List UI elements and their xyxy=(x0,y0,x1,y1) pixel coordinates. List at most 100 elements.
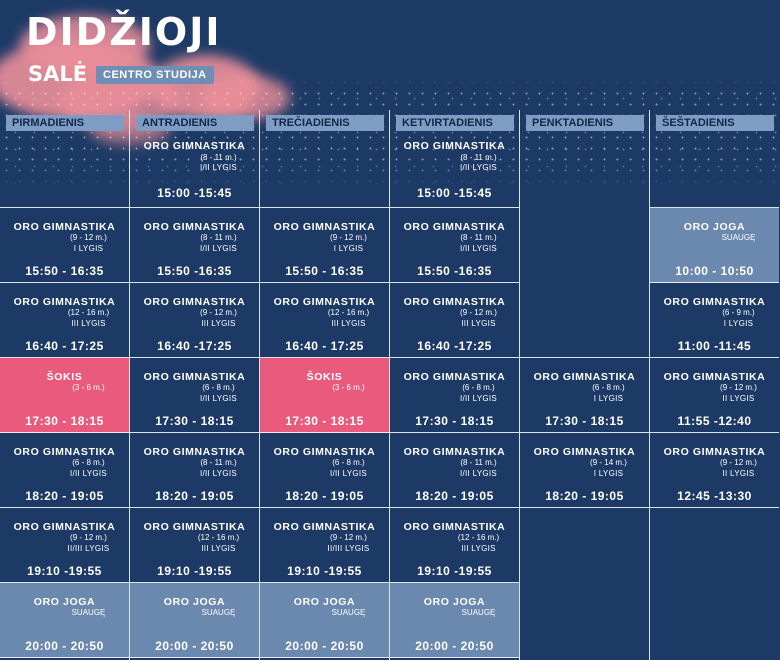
class-name: ORO GIMNASTIKA xyxy=(13,446,116,458)
class-name: ORO GIMNASTIKA xyxy=(273,446,376,458)
class-time: 16:40 -17:25 xyxy=(157,339,232,353)
class-level: I/II LYGIS xyxy=(199,469,238,478)
class-name: ORO GIMNASTIKA xyxy=(403,296,506,308)
class-age: (6 - 9 m.) xyxy=(722,308,755,317)
class-age: SUAUGĘ xyxy=(461,608,496,617)
empty-slot xyxy=(520,208,649,283)
class-slot: ORO GIMNASTIKA (8 - 11 m.) I/II LYGIS 15:00… xyxy=(390,110,519,208)
class-slot: ORO GIMNASTIKA (9 - 12 m.) II/III LYGIS 19:… xyxy=(0,508,129,583)
class-slot: ORO GIMNASTIKA (9 - 12 m.) III LYGIS 16:40 … xyxy=(130,283,259,358)
class-time: 19:10 -19:55 xyxy=(287,564,362,578)
class-name: ORO GIMNASTIKA xyxy=(663,371,766,383)
class-time: 20:00 - 20:50 xyxy=(415,639,494,653)
class-name: ORO GIMNASTIKA xyxy=(533,371,636,383)
class-slot: ORO JOGA SUAUGĘ 20:00 - 20:50 xyxy=(260,583,389,658)
empty-slot xyxy=(650,508,779,583)
class-age: (9 - 14 m.) xyxy=(590,458,627,467)
class-slot: ORO GIMNASTIKA (12 - 16 m.) III LYGIS 19:10… xyxy=(130,508,259,583)
class-level: II LYGIS xyxy=(722,469,755,478)
class-name: ORO GIMNASTIKA xyxy=(663,296,766,308)
class-level: I LYGIS xyxy=(593,469,624,478)
class-age: (8 - 11 m.) xyxy=(460,458,497,467)
class-slot: ORO GIMNASTIKA (12 - 16 m.) III LYGIS 16:40… xyxy=(0,283,129,358)
studio-badge: CENTRO STUDIJA xyxy=(96,66,214,84)
class-level: III LYGIS xyxy=(71,319,106,328)
empty-slot xyxy=(520,283,649,358)
class-time: 15:50 -16:35 xyxy=(157,264,232,278)
class-level: I/II LYGIS xyxy=(459,163,498,172)
class-slot: ORO GIMNASTIKA (6 - 8 m.) I/II LYGIS 17:30 … xyxy=(390,358,519,433)
class-slot: ORO GIMNASTIKA (6 - 8 m.) I/II LYGIS 18:20 … xyxy=(0,433,129,508)
day-header: KETVIRTADIENIS xyxy=(396,115,514,131)
class-time: 19:10 -19:55 xyxy=(417,564,492,578)
empty-slot xyxy=(520,583,649,658)
class-slot: ORO GIMNASTIKA (12 - 16 m.) III LYGIS 19:10… xyxy=(390,508,519,583)
class-time: 20:00 - 20:50 xyxy=(25,639,104,653)
class-level: I/II LYGIS xyxy=(459,244,498,253)
class-level: I/II LYGIS xyxy=(459,469,498,478)
class-time: 15:50 - 16:35 xyxy=(25,264,104,278)
class-time: 18:20 - 19:05 xyxy=(285,489,364,503)
class-age: SUAUGĘ xyxy=(331,608,366,617)
class-time: 19:10 -19:55 xyxy=(157,564,232,578)
class-slot: ORO JOGA SUAUGĘ 20:00 - 20:50 xyxy=(0,583,129,658)
class-name: ORO GIMNASTIKA xyxy=(143,446,246,458)
class-name: ORO GIMNASTIKA xyxy=(273,221,376,233)
class-slot: ORO GIMNASTIKA (6 - 9 m.) I LYGIS 11:00 -11… xyxy=(650,283,779,358)
class-time: 15:00 -15:45 xyxy=(157,186,232,200)
class-slot: ŠOKIS (3 - 6 m.) 17:30 - 18:15 xyxy=(0,358,129,433)
class-level: I LYGIS xyxy=(333,244,364,253)
class-age: (12 - 16 m.) xyxy=(197,533,240,542)
class-age: SUAUGĘ xyxy=(201,608,236,617)
class-name: ORO GIMNASTIKA xyxy=(143,521,246,533)
class-name: ORO GIMNASTIKA xyxy=(273,521,376,533)
class-level: I/II LYGIS xyxy=(199,244,238,253)
class-name: ORO GIMNASTIKA xyxy=(143,371,246,383)
class-slot: ORO GIMNASTIKA (8 - 11 m.) I/II LYGIS 15:50… xyxy=(390,208,519,283)
class-age: (9 - 12 m.) xyxy=(70,533,107,542)
class-name: ORO GIMNASTIKA xyxy=(13,221,116,233)
class-slot: ORO GIMNASTIKA (8 - 11 m.) I/II LYGIS 18:20… xyxy=(390,433,519,508)
class-slot: ORO GIMNASTIKA (8 - 11 m.) I/II LYGIS 18:20… xyxy=(130,433,259,508)
class-time: 17:30 - 18:15 xyxy=(545,414,624,428)
class-age: (6 - 8 m.) xyxy=(462,383,495,392)
class-time: 16:40 -17:25 xyxy=(417,339,492,353)
class-time: 10:00 - 10:50 xyxy=(675,264,754,278)
class-name: ORO JOGA xyxy=(683,221,746,233)
class-slot: ORO GIMNASTIKA (9 - 12 m.) I LYGIS 15:50 - … xyxy=(0,208,129,283)
page-title: DIDŽIOJI xyxy=(26,10,222,54)
class-time: 17:30 - 18:15 xyxy=(285,414,364,428)
class-time: 18:20 - 19:05 xyxy=(155,489,234,503)
class-age: (3 - 6 m.) xyxy=(72,383,105,392)
class-age: (9 - 12 m.) xyxy=(330,233,367,242)
class-slot: ORO GIMNASTIKA (6 - 8 m.) I/II LYGIS 17:30 … xyxy=(130,358,259,433)
class-slot: ORO JOGA SUAUGĘ 20:00 - 20:50 xyxy=(390,583,519,658)
class-slot: ORO GIMNASTIKA (9 - 12 m.) II LYGIS 11:55 -… xyxy=(650,358,779,433)
class-level: II/III LYGIS xyxy=(327,544,370,553)
class-time: 18:20 - 19:05 xyxy=(415,489,494,503)
class-name: ORO GIMNASTIKA xyxy=(273,296,376,308)
class-time: 11:00 -11:45 xyxy=(677,339,752,353)
class-age: (9 - 12 m.) xyxy=(330,533,367,542)
empty-slot xyxy=(0,110,129,208)
day-column: ANTRADIENIS ORO GIMNASTIKA (8 - 11 m.) I/II… xyxy=(130,110,260,660)
class-level: I/II LYGIS xyxy=(459,394,498,403)
day-header: PENKTADIENIS xyxy=(526,115,644,131)
class-slot: ORO GIMNASTIKA (9 - 14 m.) I LYGIS 18:20 - … xyxy=(520,433,649,508)
class-name: ŠOKIS xyxy=(306,371,343,383)
empty-slot xyxy=(520,110,649,208)
class-age: SUAUGĘ xyxy=(721,233,756,242)
class-time: 15:00 -15:45 xyxy=(417,186,492,200)
class-level: I/II LYGIS xyxy=(329,469,368,478)
class-name: ORO GIMNASTIKA xyxy=(403,521,506,533)
class-level: II/III LYGIS xyxy=(67,544,110,553)
class-name: ŠOKIS xyxy=(46,371,83,383)
class-name: ORO GIMNASTIKA xyxy=(663,446,766,458)
class-level: II LYGIS xyxy=(722,394,755,403)
class-age: (12 - 16 m.) xyxy=(67,308,110,317)
day-column: KETVIRTADIENIS ORO GIMNASTIKA (8 - 11 m.) I… xyxy=(390,110,520,660)
class-name: ORO JOGA xyxy=(33,596,96,608)
class-name: ORO GIMNASTIKA xyxy=(533,446,636,458)
class-age: (6 - 8 m.) xyxy=(592,383,625,392)
class-age: (6 - 8 m.) xyxy=(72,458,105,467)
